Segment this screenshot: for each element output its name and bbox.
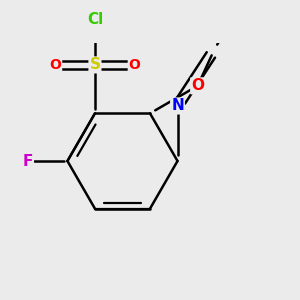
Text: N: N bbox=[171, 98, 184, 113]
Text: O: O bbox=[129, 58, 140, 72]
Text: S: S bbox=[89, 57, 100, 72]
Text: O: O bbox=[50, 58, 61, 72]
Text: Cl: Cl bbox=[87, 12, 103, 27]
Text: F: F bbox=[22, 154, 33, 169]
Text: O: O bbox=[191, 78, 204, 93]
